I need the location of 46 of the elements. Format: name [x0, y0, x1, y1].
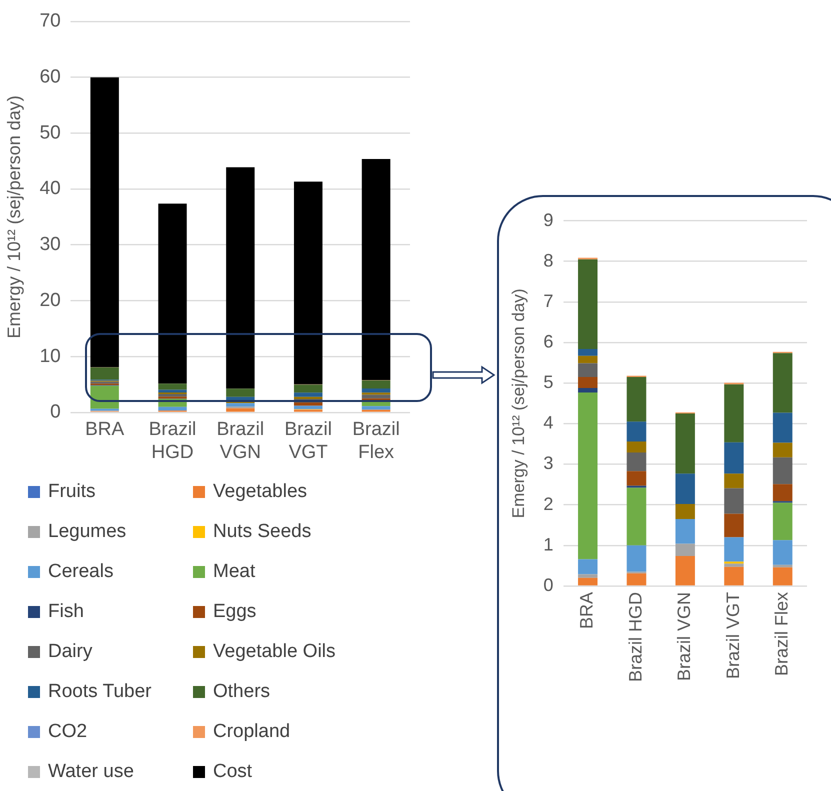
legend-label: Cropland [213, 721, 290, 743]
y-tick-label: 60 [40, 66, 61, 88]
y-tick-label: 3 [543, 453, 554, 474]
y-axis-title: Emergy / 10¹² (sej/person day) [4, 95, 24, 338]
y-axis-title: Emergy / 10¹² (sej/person day) [508, 288, 528, 518]
legend-label: Water use [48, 761, 134, 783]
y-tick-label: 50 [40, 122, 61, 144]
y-tick-label: 70 [40, 10, 61, 32]
legend-label: CO2 [48, 721, 88, 743]
x-tick-label: BRA [576, 592, 597, 630]
y-tick-label: 20 [40, 290, 61, 311]
x-tick-label: Brazil Flex [772, 592, 792, 676]
legend-label: Roots Tuber [48, 681, 152, 703]
legend-label: Eggs [213, 601, 256, 623]
legend-label: Fish [48, 601, 84, 623]
legend-label: Legumes [48, 521, 126, 543]
y-tick-label: 8 [543, 250, 554, 270]
legend-label: Vegetable Oils [213, 641, 336, 663]
y-tick-label: 40 [40, 178, 61, 200]
y-tick-label: 4 [543, 412, 554, 433]
legend-label: Fruits [48, 481, 96, 503]
y-tick-label: 9 [543, 210, 554, 230]
x-tick-label: Brazil VGN [674, 592, 694, 682]
y-tick-label: 2 [543, 494, 554, 514]
y-tick-label: 0 [50, 402, 61, 423]
x-tick-label: Brazil VGN [216, 419, 264, 463]
x-tick-label: Brazil VGT [284, 419, 332, 463]
legend-label: Others [213, 681, 270, 703]
y-tick-label: 7 [543, 290, 554, 311]
x-tick-label: Brazil HGD [625, 592, 646, 682]
y-tick-label: 10 [40, 346, 61, 367]
legend-label: Meat [213, 561, 256, 583]
y-tick-label: 5 [543, 372, 554, 392]
x-tick-label: Brazil HGD [148, 419, 196, 463]
x-tick-label: BRA [85, 419, 125, 440]
legend-label: Vegetables [213, 481, 308, 503]
y-tick-label: 0 [543, 574, 554, 595]
y-tick-label: 30 [40, 234, 61, 256]
legend-label: Cereals [48, 561, 114, 583]
x-tick-label: Brazil Flex [352, 419, 400, 463]
y-tick-label: 6 [543, 332, 554, 352]
legend-label: Cost [213, 761, 252, 783]
x-tick-label: Brazil VGT [722, 592, 743, 680]
y-tick-label: 1 [543, 534, 554, 554]
legend-label: Nuts Seeds [213, 521, 312, 543]
legend-label: Dairy [48, 641, 92, 663]
